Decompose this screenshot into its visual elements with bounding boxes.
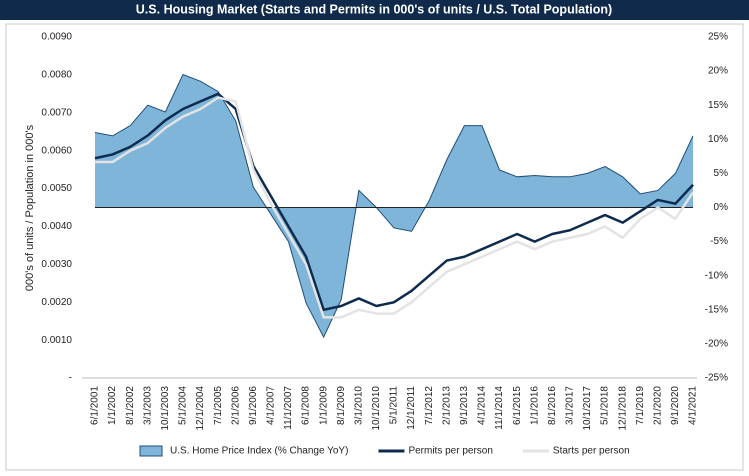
line: [95, 96, 695, 319]
x-tick-label: 8/1/2009: [336, 386, 347, 425]
x-tick-label: 1/1/2016: [529, 386, 540, 425]
y2-tick-label: 15%: [708, 100, 728, 111]
x-tick-label: 6/1/2008: [301, 386, 312, 425]
x-tick-label: 5/1/2018: [600, 386, 611, 425]
legend-label: Permits per person: [408, 446, 492, 457]
title-bar: [0, 0, 749, 20]
x-tick-label: 3/1/2010: [353, 386, 364, 425]
x-tick-label: 1/1/2009: [318, 386, 329, 425]
x-tick-label: 9/1/2020: [670, 386, 681, 425]
line: [94, 92, 694, 312]
y2-tick-label: -5%: [710, 236, 728, 247]
y2-tick-label: -15%: [705, 304, 728, 315]
x-tick-label: 11/1/2007: [283, 386, 294, 430]
x-tick-label: 12/1/2018: [617, 386, 628, 431]
area-edge: [94, 73, 694, 339]
x-tick-label: 4/1/2007: [266, 386, 277, 425]
x-tick-label: 2/1/2006: [230, 386, 241, 425]
chart-title: U.S. Housing Market (Starts and Permits …: [136, 2, 612, 16]
y-tick-label: 0.0030: [41, 259, 72, 270]
x-tick-label: 10/1/2010: [371, 386, 382, 431]
x-tick-label: 9/1/2013: [459, 386, 470, 425]
y-tick-label: 0.0060: [41, 145, 72, 156]
chart-frame: [5, 23, 744, 471]
y2-tick-label: 20%: [708, 66, 728, 77]
x-tick-label: 12/1/2004: [195, 386, 206, 431]
x-tick-label: 3/1/2003: [142, 386, 153, 425]
y-tick-label: 0.0020: [41, 297, 72, 308]
x-tick-label: 10/1/2003: [160, 386, 171, 431]
x-tick-label: 1/1/2002: [107, 386, 118, 425]
y2-tick-label: 0%: [714, 202, 729, 213]
legend-swatch: [139, 445, 163, 457]
x-tick-label: 11/1/2014: [494, 386, 505, 430]
y-tick-label: 0.0010: [41, 335, 72, 346]
x-tick-label: 8/1/2002: [125, 386, 136, 425]
x-tick-label: 6/1/2015: [512, 386, 523, 425]
x-tick-label: 8/1/2016: [547, 386, 558, 425]
y2-tick-label: 25%: [708, 32, 728, 43]
y-axis-title: 000's of units / Population in 000's: [24, 124, 36, 291]
y-tick-label: 0.0080: [41, 70, 72, 81]
y2-tick-label: 5%: [714, 168, 729, 179]
x-tick-label: 7/1/2019: [635, 386, 646, 425]
x-tick-label: 4/1/2021: [688, 386, 699, 425]
x-tick-label: 7/1/2005: [213, 386, 224, 425]
legend-label: U.S. Home Price Index (% Change YoY): [170, 446, 348, 457]
y2-tick-label: -20%: [705, 339, 728, 350]
x-tick-label: 12/1/2011: [406, 386, 417, 430]
y2-tick-label: -25%: [705, 373, 728, 384]
x-tick-label: 6/1/2001: [90, 386, 101, 425]
x-tick-label: 10/1/2017: [582, 386, 593, 431]
y-tick-label: 0.0090: [41, 32, 72, 43]
y-tick-label: 0.0050: [41, 183, 72, 194]
x-tick-label: 2/1/2013: [441, 386, 452, 425]
x-tick-label: 5/1/2004: [178, 386, 189, 425]
y2-tick-label: -10%: [705, 270, 728, 281]
area: [95, 74, 693, 338]
x-tick-label: 9/1/2006: [248, 386, 259, 425]
x-tick-label: 4/1/2014: [477, 386, 488, 425]
x-tick-label: 5/1/2011: [389, 386, 400, 425]
y2-tick-label: 10%: [708, 134, 728, 145]
x-tick-label: 2/1/2020: [652, 386, 663, 425]
x-tick-label: 7/1/2012: [424, 386, 435, 425]
y-tick-label: -: [69, 373, 72, 384]
y-tick-label: 0.0070: [41, 107, 72, 118]
legend-label: Starts per person: [553, 446, 630, 457]
x-tick-label: 3/1/2017: [565, 386, 576, 425]
y-tick-label: 0.0040: [41, 221, 72, 232]
